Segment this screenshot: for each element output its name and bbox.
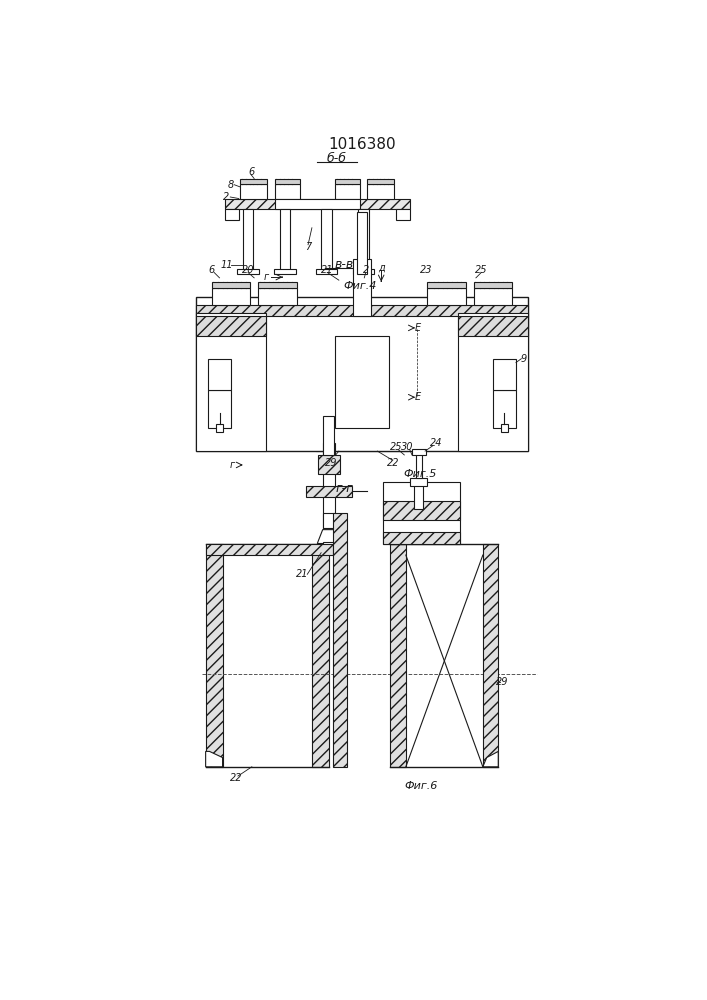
Bar bbox=[321, 209, 332, 270]
Bar bbox=[368, 184, 395, 199]
Bar bbox=[206, 544, 223, 767]
Bar bbox=[216, 424, 223, 432]
Text: Фиг.4: Фиг.4 bbox=[343, 281, 376, 291]
Bar bbox=[279, 209, 291, 270]
Bar bbox=[240, 179, 267, 184]
Bar bbox=[458, 316, 527, 336]
Bar bbox=[322, 513, 335, 528]
Bar bbox=[335, 184, 360, 199]
Text: 20: 20 bbox=[242, 265, 255, 275]
Bar bbox=[316, 269, 337, 274]
Bar bbox=[353, 259, 371, 316]
Text: 22: 22 bbox=[387, 458, 399, 468]
Bar bbox=[212, 282, 250, 288]
Bar bbox=[208, 359, 231, 389]
Bar bbox=[483, 544, 498, 767]
Bar bbox=[240, 184, 267, 199]
Text: 25: 25 bbox=[475, 265, 488, 275]
Text: 23: 23 bbox=[420, 265, 432, 275]
Bar bbox=[428, 288, 466, 305]
Text: г-г: г-г bbox=[335, 482, 353, 495]
Bar bbox=[493, 389, 516, 428]
Text: 30: 30 bbox=[401, 442, 414, 452]
Text: г: г bbox=[263, 272, 268, 282]
Bar bbox=[409, 478, 426, 486]
Text: 8: 8 bbox=[228, 180, 234, 190]
Bar bbox=[501, 424, 508, 432]
Bar bbox=[322, 443, 335, 544]
Text: 7: 7 bbox=[305, 242, 311, 252]
Bar bbox=[324, 416, 334, 455]
Bar bbox=[316, 312, 408, 451]
Bar bbox=[197, 312, 266, 451]
Bar bbox=[318, 455, 339, 474]
Bar bbox=[197, 316, 266, 336]
Bar bbox=[258, 282, 296, 288]
Text: 22: 22 bbox=[230, 773, 243, 783]
Bar bbox=[243, 209, 253, 270]
Polygon shape bbox=[317, 530, 340, 544]
Text: 29: 29 bbox=[325, 458, 337, 468]
Bar bbox=[197, 297, 527, 451]
Text: д: д bbox=[378, 263, 385, 273]
Bar bbox=[382, 501, 460, 520]
Text: E: E bbox=[415, 392, 421, 402]
Bar bbox=[335, 179, 360, 184]
Text: 25: 25 bbox=[390, 442, 403, 452]
Text: 21: 21 bbox=[296, 569, 308, 579]
Bar bbox=[212, 288, 250, 305]
Text: 2: 2 bbox=[363, 265, 369, 275]
Bar bbox=[333, 513, 346, 767]
Text: 21: 21 bbox=[321, 265, 334, 275]
Bar bbox=[353, 269, 374, 274]
Polygon shape bbox=[206, 751, 223, 767]
Bar bbox=[390, 544, 406, 767]
Text: 2: 2 bbox=[223, 192, 230, 202]
Bar bbox=[275, 179, 300, 184]
Bar bbox=[225, 209, 239, 220]
Bar bbox=[396, 209, 409, 220]
Text: 11: 11 bbox=[220, 260, 233, 270]
Bar bbox=[275, 184, 300, 199]
Text: б-б: б-б bbox=[327, 152, 346, 165]
Bar bbox=[238, 269, 259, 274]
Text: г: г bbox=[230, 460, 235, 470]
Text: 9: 9 bbox=[520, 354, 527, 364]
Text: Фиг.6: Фиг.6 bbox=[404, 781, 438, 791]
Bar bbox=[474, 288, 512, 305]
Bar bbox=[258, 288, 296, 305]
Bar bbox=[368, 179, 395, 184]
Bar bbox=[274, 269, 296, 274]
Bar bbox=[197, 305, 527, 316]
Bar bbox=[414, 478, 423, 509]
Bar bbox=[382, 532, 460, 544]
Text: 1016380: 1016380 bbox=[328, 137, 396, 152]
Bar bbox=[275, 199, 360, 209]
Bar bbox=[335, 336, 389, 428]
Text: 24: 24 bbox=[431, 438, 443, 448]
Bar bbox=[412, 449, 426, 455]
Bar bbox=[206, 544, 333, 555]
Bar bbox=[493, 359, 516, 389]
Bar bbox=[382, 482, 460, 544]
Bar bbox=[312, 544, 329, 767]
Text: 6: 6 bbox=[209, 265, 215, 275]
Text: Фиг.5: Фиг.5 bbox=[403, 469, 436, 479]
Bar bbox=[357, 212, 366, 274]
Polygon shape bbox=[483, 751, 498, 767]
Bar bbox=[208, 389, 231, 428]
Text: 29: 29 bbox=[496, 677, 508, 687]
Text: E: E bbox=[415, 323, 421, 333]
Bar bbox=[416, 451, 422, 478]
Bar bbox=[225, 199, 409, 209]
Bar bbox=[458, 312, 527, 451]
Bar bbox=[428, 282, 466, 288]
Bar bbox=[322, 542, 335, 551]
Text: в-в: в-в bbox=[334, 258, 354, 271]
Bar bbox=[305, 486, 352, 497]
Text: 6: 6 bbox=[248, 167, 255, 177]
Bar bbox=[474, 282, 512, 288]
Bar bbox=[358, 209, 369, 270]
